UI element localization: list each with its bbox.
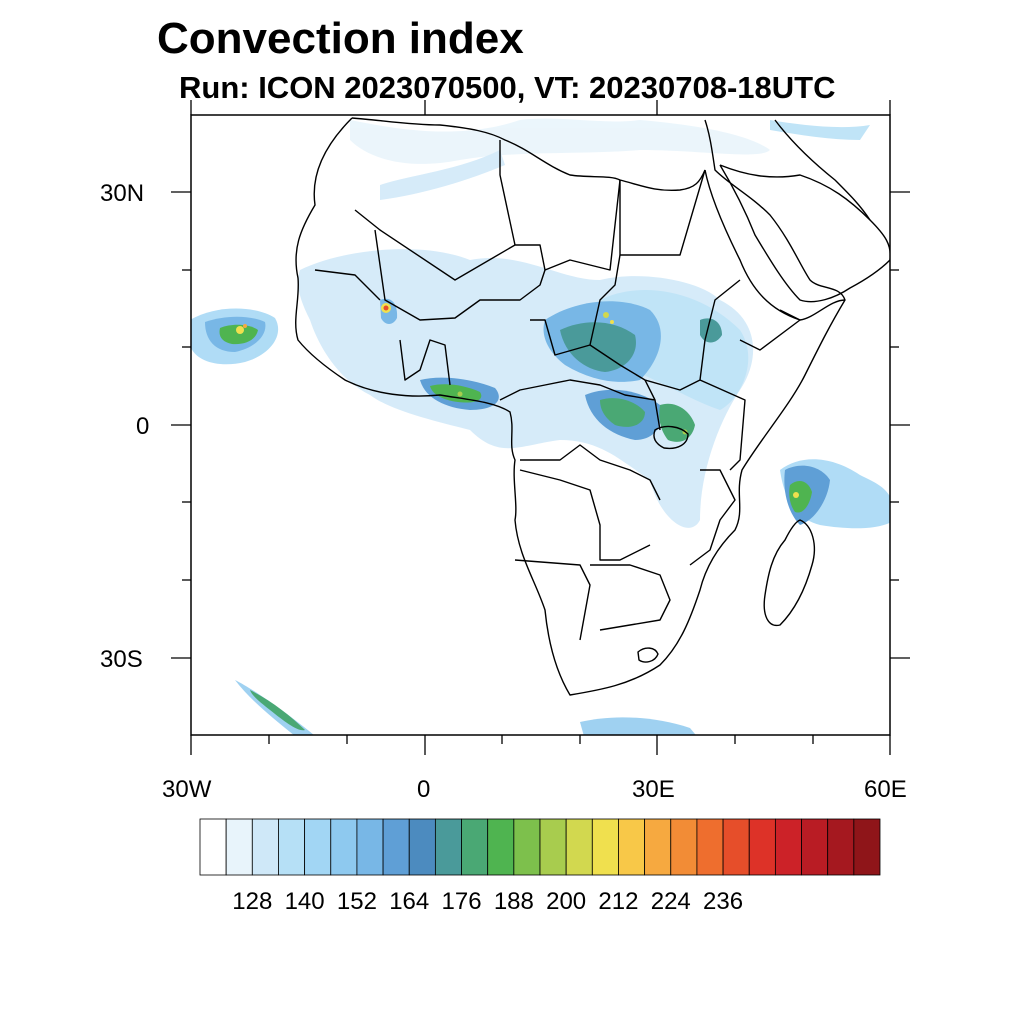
- colorbar-swatch: [251, 818, 279, 876]
- lon-label-60e: 60E: [864, 776, 907, 803]
- lon-label-0: 0: [417, 776, 431, 803]
- colorbar-swatch: [565, 818, 593, 876]
- colorbar-swatch: [853, 818, 881, 876]
- colorbar-tick-label: 152: [336, 888, 377, 915]
- colorbar-swatch: [696, 818, 724, 876]
- colorbar-swatch: [278, 818, 306, 876]
- lat-label-30n: 30N: [100, 180, 145, 207]
- coastlines-and-borders: [295, 117, 890, 696]
- colorbar-swatch: [487, 818, 515, 876]
- colorbar-swatch: [644, 818, 672, 876]
- colorbar-swatch: [774, 818, 802, 876]
- convection-peaks: [236, 303, 799, 498]
- colorbar-tick-label: 236: [703, 888, 744, 915]
- persian-gulf-coast: [774, 119, 871, 221]
- colorbar-swatch: [461, 818, 489, 876]
- colorbar-swatch: [304, 818, 332, 876]
- lake-victoria: [653, 425, 689, 450]
- colorbar-swatch: [225, 818, 253, 876]
- colorbar-swatch: [801, 818, 829, 876]
- colorbar: [199, 818, 881, 876]
- lon-label-30w: 30W: [162, 776, 212, 803]
- colorbar-tick-label: 164: [389, 888, 430, 915]
- map-title: Convection index: [157, 14, 524, 63]
- colorbar-tick-label: 200: [546, 888, 587, 915]
- colorbar-swatch: [356, 818, 384, 876]
- colorbar-tick-label: 224: [650, 888, 691, 915]
- africa-coastline: [295, 117, 846, 696]
- convection-field: [191, 118, 890, 735]
- mediterranean-coast: [351, 117, 706, 192]
- colorbar-swatch: [670, 818, 698, 876]
- colorbar-tick-label: 188: [493, 888, 534, 915]
- colorbar-swatch: [382, 818, 410, 876]
- madagascar-coast: [763, 519, 816, 627]
- colorbar-swatch: [513, 818, 541, 876]
- convection-light-areas: [191, 118, 890, 735]
- colorbar-swatch: [591, 818, 619, 876]
- colorbar-swatch: [827, 818, 855, 876]
- colorbar-swatch: [722, 818, 750, 876]
- colorbar-swatch: [199, 818, 227, 876]
- lat-label-30s: 30S: [100, 646, 143, 673]
- colorbar-tick-label: 176: [441, 888, 482, 915]
- map-subtitle: Run: ICON 2023070500, VT: 20230708-18UTC: [179, 70, 836, 105]
- arabia-coast: [719, 164, 890, 303]
- colorbar-swatch: [408, 818, 436, 876]
- red-sea-coast: [704, 169, 846, 321]
- colorbar-tick-label: 140: [284, 888, 325, 915]
- colorbar-swatch: [748, 818, 776, 876]
- colorbar-tick-label: 212: [598, 888, 639, 915]
- colorbar-tick-label: 128: [232, 888, 273, 915]
- lat-label-0: 0: [136, 413, 150, 440]
- axis-ticks: [171, 100, 910, 755]
- colorbar-swatch: [434, 818, 462, 876]
- colorbar-swatch: [330, 818, 358, 876]
- colorbar-swatch: [618, 818, 646, 876]
- colorbar-swatch: [539, 818, 567, 876]
- lon-label-30e: 30E: [632, 776, 675, 803]
- lesotho-border: [637, 647, 659, 663]
